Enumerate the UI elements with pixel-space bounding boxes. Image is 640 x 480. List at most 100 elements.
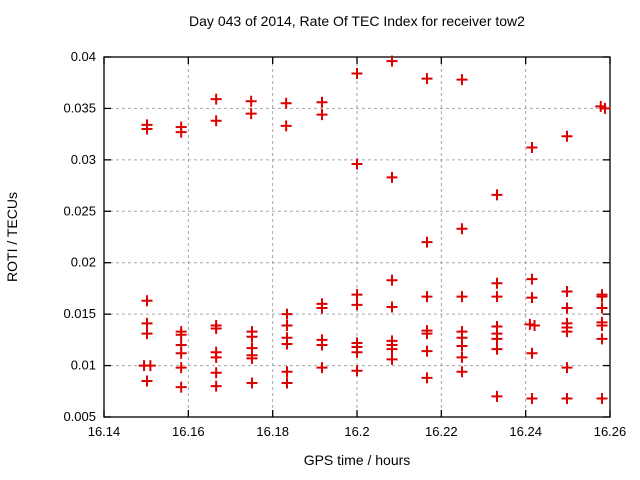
data-point-marker (599, 102, 611, 114)
data-point-marker (141, 295, 153, 307)
data-point-marker (141, 317, 153, 329)
data-point-marker (526, 392, 538, 404)
data-point-marker (281, 319, 293, 331)
data-point-marker (491, 343, 503, 355)
data-point-marker (210, 351, 222, 363)
data-point-marker (246, 352, 258, 364)
x-tick-label: 16.2 (344, 424, 369, 439)
data-point-marker (281, 308, 293, 320)
data-point-marker (491, 277, 503, 289)
data-point-marker (175, 347, 187, 359)
x-tick-label: 16.24 (509, 424, 542, 439)
data-point-marker (141, 375, 153, 387)
data-point-marker (561, 130, 573, 142)
data-point-marker (491, 291, 503, 303)
data-point-marker (561, 302, 573, 314)
data-point-marker (246, 377, 258, 389)
data-point-marker (281, 366, 293, 378)
data-point-marker (421, 372, 433, 384)
data-point-marker (316, 109, 328, 121)
x-tick-label: 16.26 (594, 424, 627, 439)
data-point-marker (596, 302, 608, 314)
data-point-marker (561, 392, 573, 404)
y-tick-label: 0.035 (63, 100, 96, 115)
data-point-marker (561, 362, 573, 374)
data-point-marker (175, 126, 187, 138)
data-point-marker (456, 366, 468, 378)
data-point-marker (386, 55, 398, 67)
data-point-marker (456, 291, 468, 303)
data-point-marker (280, 120, 292, 132)
data-point-marker (351, 299, 363, 311)
data-point-marker (386, 353, 398, 365)
data-point-marker (386, 301, 398, 313)
data-point-marker (351, 67, 363, 79)
y-tick-label: 0.02 (71, 255, 96, 270)
data-point-marker (210, 323, 222, 335)
data-point-marker (421, 291, 433, 303)
y-tick-label: 0.01 (71, 358, 96, 373)
data-point-marker (456, 223, 468, 235)
data-point-marker (491, 390, 503, 402)
y-tick-label: 0.015 (63, 306, 96, 321)
data-point-marker (456, 351, 468, 363)
data-point-marker (526, 142, 538, 154)
data-point-marker (386, 171, 398, 183)
data-point-marker (421, 236, 433, 248)
data-point-marker (351, 158, 363, 170)
data-point-marker (141, 123, 153, 135)
data-point-marker (529, 319, 541, 331)
data-point-marker (351, 289, 363, 301)
data-point-marker (281, 338, 293, 350)
data-point-marker (245, 95, 257, 107)
data-point-marker (491, 189, 503, 201)
data-point-marker (144, 360, 156, 372)
data-point-marker (316, 339, 328, 351)
data-point-marker (316, 362, 328, 374)
data-point-marker (561, 326, 573, 338)
chart-title: Day 043 of 2014, Rate Of TEC Index for r… (189, 13, 525, 29)
y-axis-label: ROTI / TECUs (4, 192, 20, 282)
data-point-marker (280, 97, 292, 109)
data-point-marker (175, 329, 187, 341)
data-point-marker (421, 328, 433, 340)
data-point-marker (175, 381, 187, 393)
x-tick-label: 16.22 (425, 424, 458, 439)
data-point-marker (281, 377, 293, 389)
data-point-marker (210, 367, 222, 379)
data-point-marker (351, 365, 363, 377)
data-point-marker (316, 302, 328, 314)
data-point-marker (316, 96, 328, 108)
data-point-marker (596, 291, 608, 303)
data-point-marker (526, 292, 538, 304)
data-point-marker (386, 274, 398, 286)
data-point-marker (351, 346, 363, 358)
y-tick-label: 0.005 (63, 409, 96, 424)
y-tick-label: 0.04 (71, 49, 96, 64)
data-point-marker (561, 286, 573, 298)
data-point-marker (210, 115, 222, 127)
y-tick-label: 0.03 (71, 152, 96, 167)
data-point-marker (421, 73, 433, 85)
data-point-marker (210, 380, 222, 392)
data-point-marker (596, 319, 608, 331)
x-tick-label: 16.18 (256, 424, 289, 439)
y-tick-label: 0.025 (63, 203, 96, 218)
data-point-marker (456, 340, 468, 352)
data-point-marker (141, 328, 153, 340)
data-point-marker (526, 347, 538, 359)
data-point-marker (175, 362, 187, 374)
data-point-marker (245, 108, 257, 120)
data-point-marker (526, 273, 538, 285)
data-point-marker (596, 392, 608, 404)
data-point-marker (246, 331, 258, 343)
data-point-marker (421, 345, 433, 357)
x-tick-label: 16.14 (88, 424, 121, 439)
data-point-marker (456, 74, 468, 86)
x-tick-label: 16.16 (172, 424, 205, 439)
data-point-marker (491, 333, 503, 345)
data-point-marker (386, 343, 398, 355)
